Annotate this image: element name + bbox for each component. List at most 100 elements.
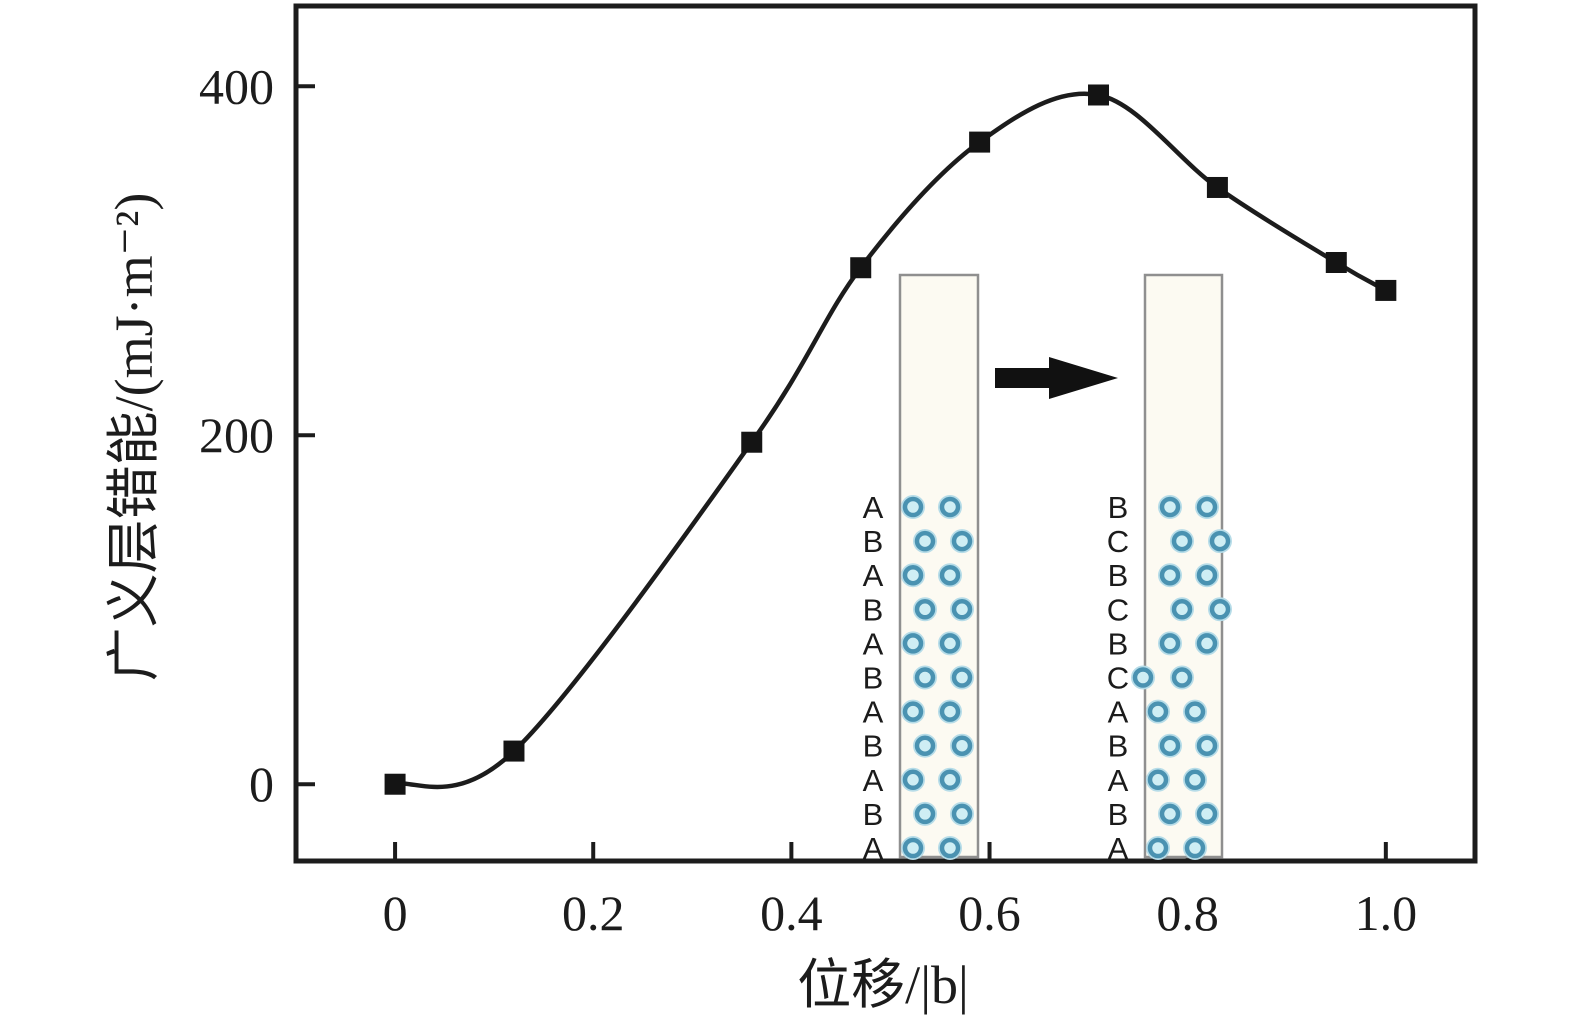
atom-halo: [1131, 665, 1155, 690]
y-tick-label: 0: [249, 756, 274, 812]
atom-icon: [951, 667, 973, 688]
atom-icon: [1209, 530, 1231, 552]
right-stack-atoms: [1131, 495, 1232, 860]
atom-halo: [913, 801, 937, 826]
atom-halo: [1146, 836, 1170, 860]
atom-icon: [951, 599, 973, 620]
data-point-markers: [384, 84, 1397, 795]
atom-icon: [1147, 837, 1169, 859]
stack-layer-letter: A: [863, 558, 884, 593]
atom-halo: [938, 495, 962, 519]
stack-layer-letter: A: [863, 490, 884, 525]
atom-icon: [1196, 735, 1218, 756]
atom-halo: [1195, 563, 1219, 588]
atom-icon: [951, 735, 973, 756]
atom-halo: [950, 597, 974, 622]
y-tick-label: 400: [199, 58, 274, 114]
data-point: [384, 773, 406, 795]
atom-icon: [1184, 769, 1206, 791]
atom-icon: [1159, 803, 1181, 825]
atom-halo: [938, 631, 962, 656]
atom-halo: [938, 836, 962, 860]
atom-icon: [1196, 564, 1218, 586]
atom-halo: [1195, 631, 1219, 656]
atom-icon: [914, 599, 936, 620]
x-axis-tick-labels: 0 0.2 0.4 0.6 0.8 1.0: [383, 885, 1418, 941]
atom-icon: [1196, 803, 1218, 825]
transform-arrow-icon: [995, 357, 1118, 399]
atom-halo: [913, 665, 937, 690]
plot-frame: [293, 3, 1478, 864]
stack-layer-letter: B: [863, 797, 884, 832]
atom-icon: [1147, 769, 1169, 791]
atom-halo: [1195, 733, 1219, 758]
atom-icon: [914, 667, 936, 688]
atom-halo: [1158, 801, 1182, 826]
atom-halo: [1183, 836, 1207, 860]
stack-layer-letter: A: [863, 626, 884, 661]
atom-halo: [938, 699, 962, 724]
atom-halo: [950, 665, 974, 690]
atom-icon: [1196, 496, 1218, 518]
atom-halo: [1195, 495, 1219, 519]
y-axis-ticks: [298, 84, 315, 787]
atom-halo: [1158, 495, 1182, 519]
atom-halo: [950, 529, 974, 554]
atom-halo: [1170, 597, 1194, 622]
atom-icon: [1171, 599, 1193, 620]
atom-halo: [1183, 699, 1207, 724]
atom-icon: [902, 496, 924, 518]
y-axis-tick-labels: 0 200 400: [199, 58, 274, 812]
stack-layer-letter: A: [1108, 831, 1129, 866]
atom-halo: [1208, 529, 1232, 554]
atom-halo: [901, 495, 925, 519]
stack-layer-letter: A: [863, 695, 884, 730]
stack-layer-letter: C: [1107, 524, 1129, 559]
atom-icon: [1147, 701, 1169, 722]
atom-halo: [1183, 767, 1207, 792]
atom-halo: [950, 733, 974, 758]
atom-icon: [914, 530, 936, 552]
stack-layer-letter: A: [863, 763, 884, 798]
atom-icon: [1159, 564, 1181, 586]
atom-halo: [1158, 733, 1182, 758]
atom-icon: [1171, 667, 1193, 688]
stack-layer-letter: B: [1108, 626, 1129, 661]
atom-icon: [902, 769, 924, 791]
atom-icon: [939, 837, 961, 859]
x-tick-label: 0: [383, 885, 408, 941]
x-tick-label: 0.8: [1156, 885, 1219, 941]
data-point: [1375, 279, 1397, 301]
atom-halo: [913, 733, 937, 758]
x-tick-label: 0.4: [760, 885, 823, 941]
stack-layer-letter: B: [1108, 558, 1129, 593]
atom-icon: [939, 564, 961, 586]
stack-layer-letter: B: [863, 729, 884, 764]
stack-layer-letter: C: [1107, 661, 1129, 696]
atom-halo: [901, 631, 925, 656]
stack-layer-letter: C: [1107, 592, 1129, 627]
atom-icon: [1159, 496, 1181, 518]
stack-layer-letter: B: [863, 661, 884, 696]
atom-icon: [914, 735, 936, 756]
stack-layer-letter: B: [1108, 729, 1129, 764]
atom-halo: [901, 836, 925, 860]
atom-halo: [901, 699, 925, 724]
atom-halo: [950, 801, 974, 826]
atom-halo: [913, 597, 937, 622]
stack-layer-letter: B: [1108, 797, 1129, 832]
atom-halo: [1170, 665, 1194, 690]
atom-icon: [939, 701, 961, 722]
stack-layer-letter: B: [1108, 490, 1129, 525]
y-axis-title: 广义层错能/(mJ·m⁻²): [104, 193, 164, 682]
atom-halo: [901, 767, 925, 792]
left-stack-atoms: [901, 495, 974, 860]
atom-icon: [1209, 599, 1231, 620]
data-point: [969, 131, 991, 153]
atom-icon: [951, 530, 973, 552]
atom-halo: [1146, 699, 1170, 724]
atom-icon: [1171, 530, 1193, 552]
data-point: [741, 431, 763, 453]
